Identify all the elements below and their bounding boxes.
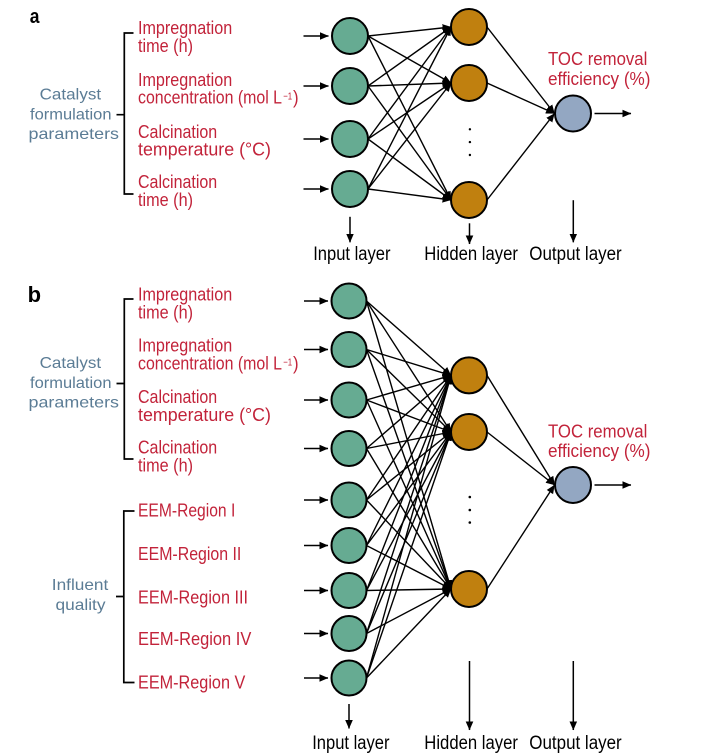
- svg-text:time (h): time (h): [138, 35, 193, 56]
- svg-text:Calcination: Calcination: [138, 121, 217, 142]
- svg-text:EEM-Region III: EEM-Region III: [138, 587, 248, 608]
- svg-text:Output layer: Output layer: [529, 244, 622, 265]
- svg-text:Input layer: Input layer: [313, 244, 391, 265]
- svg-text:time (h): time (h): [138, 454, 193, 475]
- svg-text:Catalyst: Catalyst: [40, 355, 102, 372]
- svg-text:EEM-Region II: EEM-Region II: [138, 543, 241, 564]
- svg-text:Impregnation: Impregnation: [138, 69, 232, 90]
- svg-text:a: a: [30, 5, 40, 28]
- svg-text:TOC removal: TOC removal: [548, 420, 647, 441]
- svg-text:temperature (°C): temperature (°C): [138, 139, 271, 160]
- svg-text:formulation: formulation: [30, 106, 112, 123]
- svg-text:−1: −1: [283, 357, 292, 368]
- svg-text:Impregnation: Impregnation: [138, 17, 232, 38]
- svg-text:−1: −1: [283, 92, 292, 103]
- svg-text:time (h): time (h): [138, 189, 193, 210]
- svg-text:Calcination: Calcination: [138, 437, 217, 458]
- svg-text:temperature (°C): temperature (°C): [138, 404, 271, 425]
- svg-text:efficiency (%): efficiency (%): [548, 440, 651, 461]
- svg-text:EEM-Region V: EEM-Region V: [138, 672, 246, 693]
- svg-text:Impregnation: Impregnation: [138, 284, 232, 305]
- svg-text:Catalyst: Catalyst: [40, 87, 102, 104]
- svg-text:concentration (mol L: concentration (mol L: [138, 352, 282, 373]
- svg-text:concentration (mol L: concentration (mol L: [138, 86, 282, 107]
- svg-text:Calcination: Calcination: [138, 386, 217, 407]
- svg-text:efficiency (%): efficiency (%): [548, 68, 651, 89]
- svg-text:): ): [293, 352, 299, 373]
- svg-text:Hidden layer: Hidden layer: [424, 733, 518, 753]
- svg-text:EEM-Region IV: EEM-Region IV: [138, 628, 252, 649]
- svg-text:Input layer: Input layer: [312, 733, 390, 753]
- svg-text:TOC removal: TOC removal: [548, 48, 647, 69]
- svg-text:EEM-Region I: EEM-Region I: [138, 500, 235, 521]
- svg-text:parameters: parameters: [29, 395, 120, 412]
- svg-text:parameters: parameters: [29, 126, 120, 143]
- svg-text:quality: quality: [56, 597, 106, 614]
- svg-text:Influent: Influent: [52, 577, 109, 594]
- svg-text:Calcination: Calcination: [138, 171, 217, 192]
- svg-text:time (h): time (h): [138, 302, 193, 323]
- svg-text:): ): [293, 86, 299, 107]
- svg-text:Impregnation: Impregnation: [138, 335, 232, 356]
- svg-text:Hidden layer: Hidden layer: [424, 244, 518, 265]
- svg-text:b: b: [28, 282, 41, 307]
- svg-text:formulation: formulation: [30, 375, 112, 392]
- svg-text:Output layer: Output layer: [529, 733, 622, 753]
